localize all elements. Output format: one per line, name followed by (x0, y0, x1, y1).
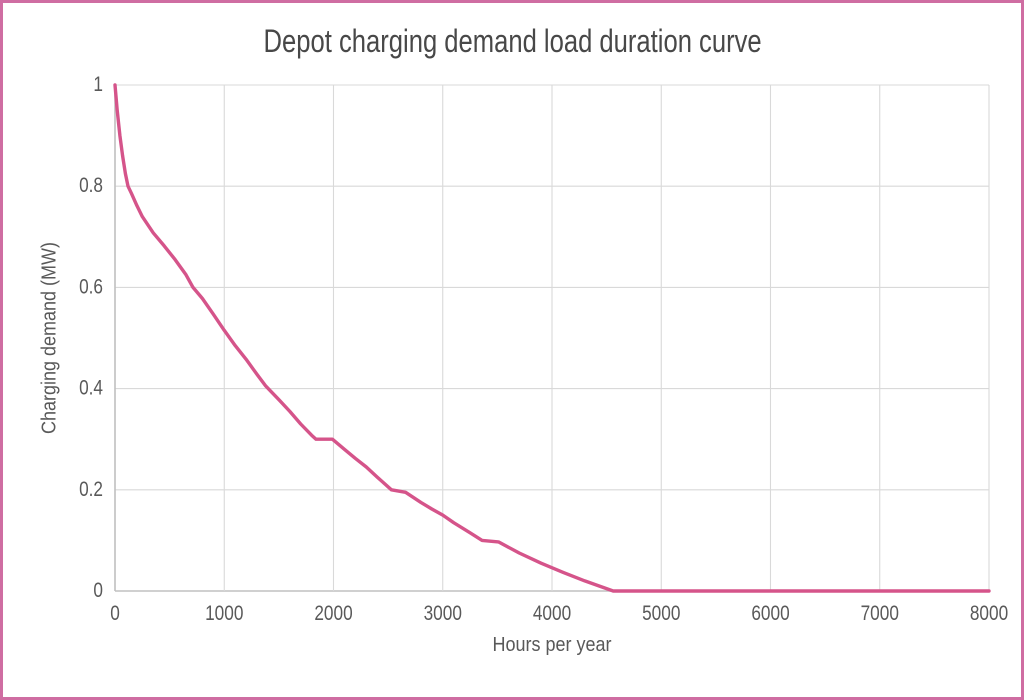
x-tick-label: 7000 (861, 603, 899, 626)
x-tick-label: 8000 (970, 603, 1008, 626)
y-tick-label: 1 (93, 74, 103, 97)
y-tick-label: 0.2 (79, 478, 103, 501)
demand-curve (113, 83, 991, 593)
x-tick-label: 6000 (751, 603, 789, 626)
y-tick-label: 0 (93, 580, 103, 603)
y-tick-label: 0.6 (79, 276, 103, 299)
x-axis-title: Hours per year (492, 634, 612, 656)
x-tick-label: 1000 (205, 603, 243, 626)
plot-area: 0 0.2 0.4 0.6 0.8 1 0 1000 2000 3000 4000 5000 6000 7… (79, 74, 1008, 626)
chart-title: Depot charging demand load duration curv… (263, 23, 762, 59)
x-tick-label: 2000 (314, 603, 352, 626)
x-tick-label: 5000 (642, 603, 680, 626)
x-tick-label: 4000 (533, 603, 571, 626)
x-tick-label: 3000 (424, 603, 462, 626)
x-tick-label: 0 (110, 603, 120, 626)
y-tick-label: 0.4 (79, 377, 103, 400)
y-tick-label: 0.8 (79, 175, 103, 198)
